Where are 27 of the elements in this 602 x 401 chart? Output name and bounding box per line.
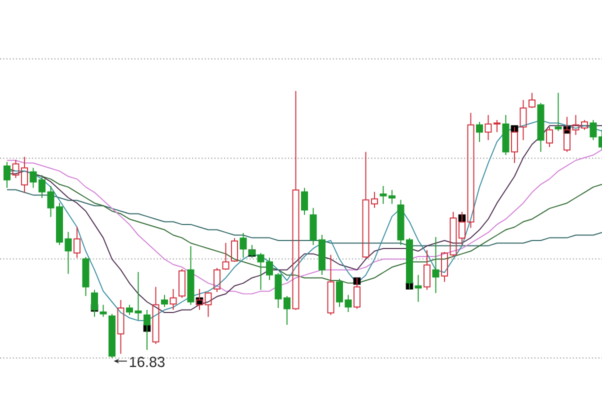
candlestick [64,231,72,274]
candlestick [301,187,308,216]
candlestick [467,112,474,228]
candlestick [424,250,431,290]
candlestick [4,161,11,188]
candlestick [222,242,230,270]
candlestick [126,304,134,316]
candlestick [336,278,344,308]
candlestick [204,291,212,318]
candlestick [292,90,300,310]
annotation: 16.83 [130,356,165,368]
candlestick [100,304,107,318]
candlestick [520,100,527,141]
candlestick [476,121,484,142]
candlestick [327,254,334,316]
candlestick [170,288,177,310]
candlestick [554,92,562,132]
candlestick [414,274,422,302]
candlestick [432,236,440,294]
candlestick [344,294,352,313]
candlestick [74,226,81,258]
candlestick [248,244,256,258]
candlestick [240,232,247,258]
candlestick [161,294,168,308]
candlestick [134,271,142,321]
candlestick [117,300,124,354]
candlestick [152,286,160,345]
